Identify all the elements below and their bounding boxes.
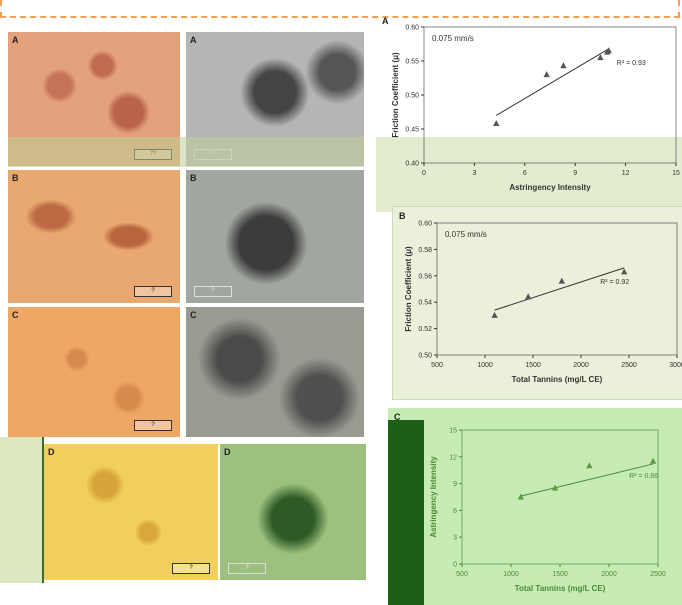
r-squared-label: R² = 0.92 <box>600 279 629 286</box>
data-point <box>586 462 593 469</box>
scale-bar: ? <box>194 286 232 297</box>
y-tick-label: 0.50 <box>405 93 419 100</box>
x-tick-label: 2000 <box>573 362 589 369</box>
x-tick-label: 6 <box>523 170 527 177</box>
data-point <box>543 71 550 78</box>
x-tick-label: 9 <box>573 170 577 177</box>
x-tick-label: 2000 <box>601 571 617 578</box>
chart-panel-label: C <box>394 412 401 422</box>
scale-bar: ? <box>172 563 210 574</box>
micrograph-d-tem: D ? <box>220 444 366 580</box>
scale-bar: ? <box>134 420 172 431</box>
y-tick-label: 3 <box>453 535 457 542</box>
y-axis-label: Friction Coefficient (μ) <box>404 246 413 332</box>
data-point <box>491 311 498 318</box>
x-axis-label: Total Tannins (mg/L CE) <box>512 375 603 384</box>
r-squared-label: R² = 0.93 <box>617 60 646 67</box>
panel-label: A <box>190 35 197 45</box>
data-point <box>558 277 565 284</box>
panel-label: C <box>12 310 19 320</box>
micrograph-b-tem: B ? <box>186 170 364 303</box>
data-point <box>605 47 612 54</box>
x-tick-label: 500 <box>456 571 468 578</box>
r-squared-label: R² = 0.86 <box>629 473 658 480</box>
data-point <box>493 120 500 127</box>
x-tick-label: 3 <box>472 170 476 177</box>
data-point <box>551 484 559 491</box>
y-tick-label: 0.60 <box>405 25 419 32</box>
chart-panel-label: A <box>382 16 389 26</box>
green-wash-strip-middle <box>8 137 364 167</box>
micrograph-d-light: D ? <box>44 444 218 580</box>
x-tick-label: 2500 <box>650 571 666 578</box>
speed-annotation: 0.075 mm/s <box>432 34 474 43</box>
x-axis-label: Total Tannins (mg/L CE) <box>515 584 606 593</box>
x-tick-label: 1500 <box>552 571 568 578</box>
x-axis-label: Astringency Intensity <box>509 183 591 192</box>
data-point <box>597 54 604 61</box>
chart-a-svg: A 0 3 6 9 12 15 0.40 0.45 0.50 0.55 0.60 Astringency… <box>382 16 680 192</box>
chart-a: A 0 3 6 9 12 15 0.40 0.45 0.50 0.55 0.60 Astringency… <box>376 12 682 212</box>
x-tick-label: 500 <box>431 362 443 369</box>
y-tick-label: 0.56 <box>418 273 432 280</box>
scale-bar: ? <box>228 563 266 574</box>
dashed-frame-top <box>0 0 680 18</box>
y-tick-label: 0.50 <box>418 353 432 360</box>
panel-label: A <box>12 35 19 45</box>
micrograph-c-light: C ? <box>8 307 180 437</box>
x-tick-label: 12 <box>622 170 630 177</box>
y-tick-label: 0.58 <box>418 247 432 254</box>
chart-panel-label: B <box>399 211 406 221</box>
micrograph-b-light: B ? <box>8 170 180 303</box>
y-tick-label: 0.60 <box>418 221 432 228</box>
x-tick-label: 1500 <box>525 362 541 369</box>
y-tick-label: 0.55 <box>405 59 419 66</box>
x-tick-label: 15 <box>672 170 680 177</box>
x-tick-label: 0 <box>422 170 426 177</box>
plot-frame <box>423 26 677 164</box>
data-point <box>649 457 657 464</box>
y-tick-label: 6 <box>453 508 457 515</box>
trend-line <box>495 48 610 116</box>
panel-label: B <box>190 173 197 183</box>
panel-label: B <box>12 173 19 183</box>
y-tick-label: 0.52 <box>418 326 432 333</box>
trend-line <box>520 463 654 497</box>
chart-c-svg: C 500 1000 1500 2000 2500 0 3 6 9 12 15 Total Tannin… <box>394 412 666 593</box>
plot-frame <box>436 222 678 356</box>
data-point <box>621 268 628 275</box>
panel-label: D <box>224 447 231 457</box>
trend-line <box>494 267 625 311</box>
y-axis-label: Friction Coefficient (μ) <box>391 52 400 138</box>
y-tick-label: 15 <box>449 428 457 435</box>
y-tick-label: 0.54 <box>418 300 432 307</box>
data-point <box>525 293 532 300</box>
dark-green-bar <box>388 420 424 605</box>
speed-annotation: 0.075 mm/s <box>445 230 487 239</box>
plot-frame <box>461 429 659 565</box>
y-tick-label: 0 <box>453 562 457 569</box>
y-axis-label: Astringency Intensity <box>429 456 438 538</box>
data-point <box>517 493 524 500</box>
x-tick-label: 2500 <box>621 362 637 369</box>
y-tick-label: 0.40 <box>405 161 419 168</box>
y-tick-label: 9 <box>453 481 457 488</box>
scale-bar: ? <box>134 286 172 297</box>
chart-c: C 500 1000 1500 2000 2500 0 3 6 9 12 15 Total Tannin… <box>388 408 682 605</box>
micrograph-a-light: A ?? <box>8 32 180 166</box>
y-tick-label: 12 <box>449 454 457 461</box>
x-tick-label: 1000 <box>477 362 493 369</box>
micrograph-c-tem: C <box>186 307 364 437</box>
y-tick-label: 0.45 <box>405 127 419 134</box>
data-point <box>560 62 567 69</box>
panel-label: C <box>190 310 197 320</box>
x-tick-label: 1000 <box>503 571 519 578</box>
panel-label: D <box>48 447 55 457</box>
green-frame-left <box>0 437 44 583</box>
green-wash-chart-a <box>376 137 682 212</box>
